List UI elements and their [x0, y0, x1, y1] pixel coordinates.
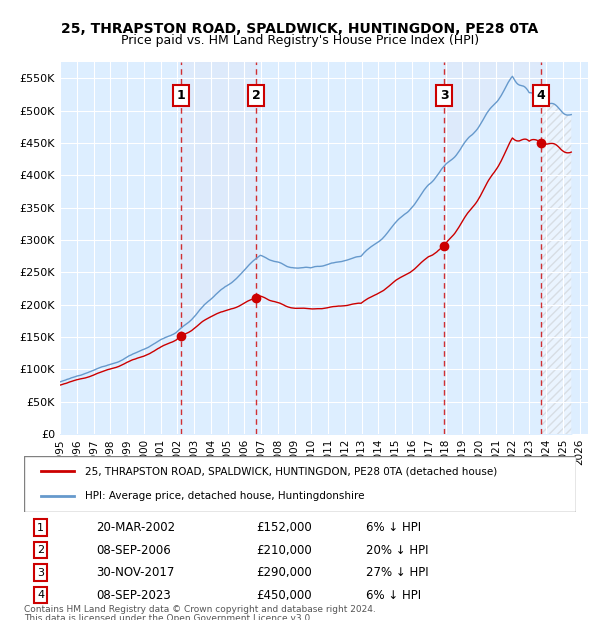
FancyBboxPatch shape — [24, 456, 576, 512]
Text: 4: 4 — [536, 89, 545, 102]
Text: 2: 2 — [37, 545, 44, 555]
Text: 08-SEP-2023: 08-SEP-2023 — [96, 588, 170, 601]
Text: 30-NOV-2017: 30-NOV-2017 — [96, 566, 174, 579]
Text: 20-MAR-2002: 20-MAR-2002 — [96, 521, 175, 534]
Text: HPI: Average price, detached house, Huntingdonshire: HPI: Average price, detached house, Hunt… — [85, 491, 364, 501]
Text: Contains HM Land Registry data © Crown copyright and database right 2024.: Contains HM Land Registry data © Crown c… — [24, 604, 376, 614]
Text: 1: 1 — [176, 89, 185, 102]
Text: 4: 4 — [37, 590, 44, 600]
Text: This data is licensed under the Open Government Licence v3.0.: This data is licensed under the Open Gov… — [24, 614, 313, 620]
Text: 3: 3 — [37, 568, 44, 578]
Text: 2: 2 — [251, 89, 260, 102]
Text: £450,000: £450,000 — [256, 588, 311, 601]
Text: 6% ↓ HPI: 6% ↓ HPI — [366, 521, 421, 534]
Text: £290,000: £290,000 — [256, 566, 311, 579]
Text: 25, THRAPSTON ROAD, SPALDWICK, HUNTINGDON, PE28 0TA (detached house): 25, THRAPSTON ROAD, SPALDWICK, HUNTINGDO… — [85, 466, 497, 476]
Bar — [444, 62, 541, 434]
Text: 20% ↓ HPI: 20% ↓ HPI — [366, 544, 429, 557]
Text: Price paid vs. HM Land Registry's House Price Index (HPI): Price paid vs. HM Land Registry's House … — [121, 34, 479, 47]
Text: £210,000: £210,000 — [256, 544, 311, 557]
Text: 08-SEP-2006: 08-SEP-2006 — [96, 544, 170, 557]
Text: 1: 1 — [37, 523, 44, 533]
Text: 27% ↓ HPI: 27% ↓ HPI — [366, 566, 429, 579]
Text: 3: 3 — [440, 89, 448, 102]
Text: 25, THRAPSTON ROAD, SPALDWICK, HUNTINGDON, PE28 0TA: 25, THRAPSTON ROAD, SPALDWICK, HUNTINGDO… — [61, 22, 539, 36]
Bar — [181, 62, 256, 434]
Text: £152,000: £152,000 — [256, 521, 311, 534]
Text: 6% ↓ HPI: 6% ↓ HPI — [366, 588, 421, 601]
